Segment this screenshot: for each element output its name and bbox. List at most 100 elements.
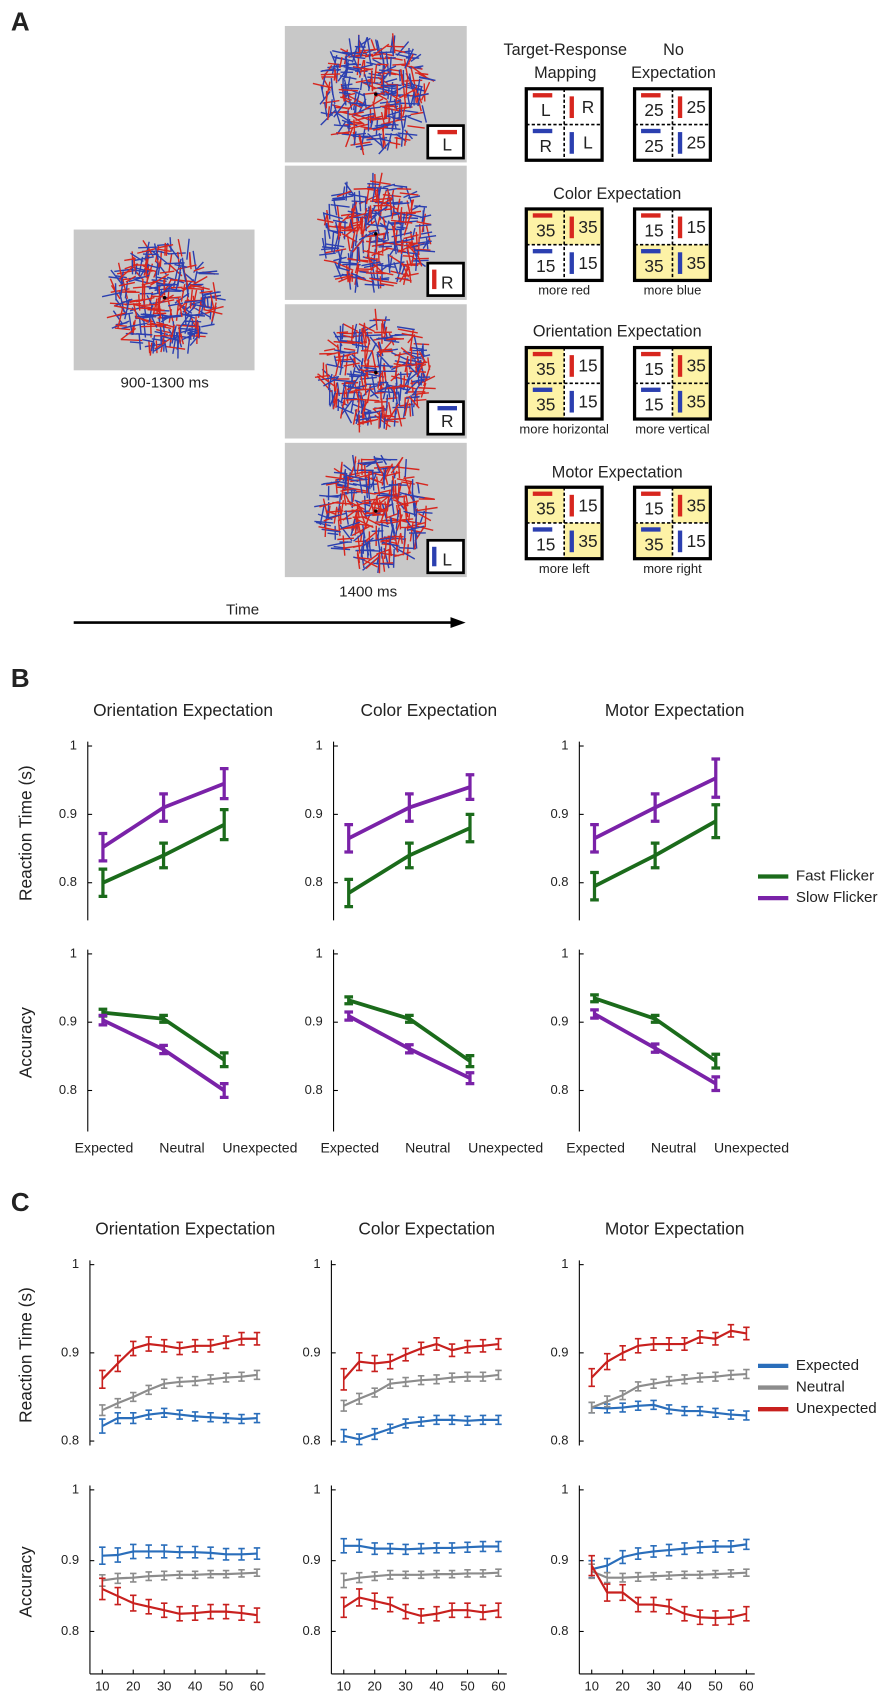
stimulus-bar <box>377 64 388 65</box>
y-tick-label: 0.9 <box>550 1014 568 1029</box>
error-bar <box>115 1356 121 1372</box>
stimulus-bar <box>418 388 435 389</box>
cell-value: 35 <box>687 495 706 515</box>
chart-title: Motor Expectation <box>605 1219 745 1239</box>
y-tick-label: 0.8 <box>59 1082 77 1097</box>
cell-value: 15 <box>578 356 597 376</box>
y-tick-label: 0.9 <box>61 1344 79 1359</box>
cell-value: 35 <box>536 359 555 379</box>
y-tick-label: 0.8 <box>550 1623 568 1638</box>
stimulus-bar <box>207 296 208 307</box>
x-tick-label: 40 <box>429 1678 443 1693</box>
x-tick-label: 50 <box>219 1678 233 1693</box>
cell-bar <box>570 217 574 239</box>
stimulus-bar <box>352 488 353 508</box>
cell-bar <box>570 252 574 274</box>
cell-bar <box>570 355 574 377</box>
stimulus-bar <box>199 326 200 338</box>
cell-value: 15 <box>578 391 597 411</box>
stimulus-bar <box>416 232 417 244</box>
y-tick-label: 1 <box>313 1481 320 1496</box>
cell-bar <box>641 249 660 253</box>
cell-value: 25 <box>687 133 706 153</box>
cell-value: R <box>582 97 595 117</box>
stimulus-bar <box>403 256 414 257</box>
y-tick-label: 0.8 <box>305 1082 323 1097</box>
error-bar <box>341 1597 347 1617</box>
y-axis-label: Accuracy <box>16 1546 36 1618</box>
y-tick-label: 1 <box>72 1481 79 1496</box>
stimulus-bar <box>396 383 397 395</box>
box-caption: more red <box>538 283 590 298</box>
condition-title: Color Expectation <box>553 185 681 203</box>
cell-bar <box>641 388 660 392</box>
y-tick-label: 1 <box>561 1481 568 1496</box>
x-tick-label: Unexpected <box>468 1140 543 1156</box>
y-axis-label: Reaction Time (s) <box>16 765 36 901</box>
fixation-dot <box>374 232 377 235</box>
stimulus-bar <box>116 283 117 300</box>
response-key-label: R <box>441 411 454 431</box>
cell-bar <box>678 217 682 239</box>
box-caption: more left <box>539 561 590 576</box>
stimulus-bar <box>164 280 165 296</box>
response-key-bar <box>432 270 436 289</box>
cell-value: 15 <box>536 534 555 554</box>
cell-value: 15 <box>687 217 706 237</box>
cell-bar <box>678 96 682 118</box>
stimulus-bar <box>192 321 193 334</box>
stimulus-bar <box>387 46 404 47</box>
cell-value: 15 <box>644 395 663 415</box>
stimulus-bar <box>349 119 350 132</box>
y-tick-label: 0.9 <box>305 806 323 821</box>
fixation-dot <box>374 371 377 374</box>
stimulus-bar <box>399 463 400 478</box>
cell-value: 25 <box>644 136 663 156</box>
cell-bar <box>533 213 552 217</box>
error-bar <box>588 1369 594 1387</box>
y-axis-label: Reaction Time (s) <box>16 1287 36 1423</box>
chart-title: Orientation Expectation <box>93 700 273 720</box>
x-tick-label: Unexpected <box>222 1140 297 1156</box>
cell-bar <box>570 531 574 553</box>
stimulus-bar <box>410 403 411 416</box>
cell-value: 35 <box>687 356 706 376</box>
stimulus-bar <box>361 546 362 557</box>
stimulus-bar <box>404 375 405 386</box>
stimulus-bar <box>399 548 417 549</box>
cell-bar <box>570 96 574 118</box>
y-tick-label: 0.8 <box>61 1432 79 1447</box>
y-tick-label: 0.8 <box>303 1432 321 1447</box>
cell-bar <box>678 531 682 553</box>
panel-label: C <box>11 1187 30 1217</box>
stimulus-bar <box>379 246 392 247</box>
stimulus-bar <box>115 325 126 326</box>
stimulus-bar <box>425 506 426 528</box>
stimulus-bar <box>148 310 165 311</box>
x-tick-label: 50 <box>460 1678 474 1693</box>
stimulus-bar <box>365 379 366 395</box>
fixation-dot <box>374 92 377 95</box>
x-tick-label: 30 <box>398 1678 412 1693</box>
response-key-label: L <box>442 549 452 569</box>
stimulus-bar <box>419 237 420 255</box>
series-line <box>103 1020 224 1090</box>
box-title: Mapping <box>534 64 596 82</box>
cell-value: 25 <box>687 97 706 117</box>
box-caption: more blue <box>644 283 702 298</box>
time-label: Time <box>226 602 259 619</box>
stimulus-bar <box>366 335 383 336</box>
cell-value: 35 <box>644 534 663 554</box>
x-tick-label: Neutral <box>651 1140 696 1156</box>
stimulus-bar <box>401 240 402 254</box>
stimulus-bar <box>367 184 380 185</box>
legend-label: Expected <box>796 1357 859 1374</box>
chart-title: Motor Expectation <box>605 700 745 720</box>
y-tick-label: 1 <box>561 945 568 960</box>
cell-bar <box>533 129 552 133</box>
y-tick-label: 0.9 <box>305 1014 323 1029</box>
fixation-dot <box>163 296 166 299</box>
cell-value: L <box>541 100 551 120</box>
x-tick-label: 20 <box>615 1678 629 1693</box>
stimulus-bar <box>355 550 374 551</box>
